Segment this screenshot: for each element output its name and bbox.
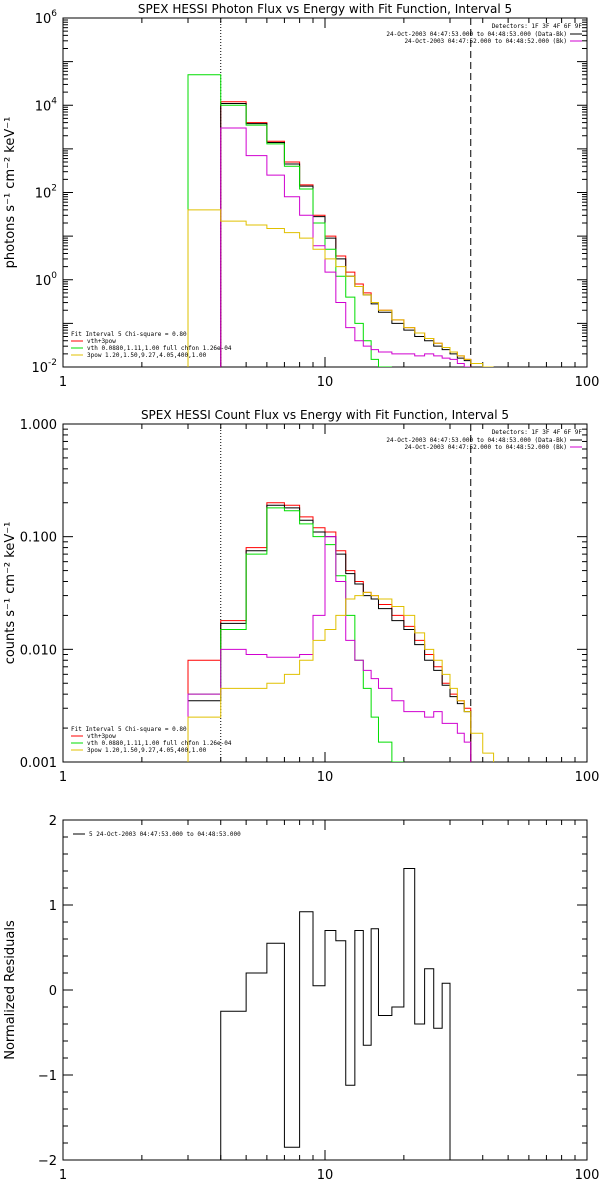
series-5-line — [187, 591, 495, 762]
series-group — [187, 74, 494, 367]
y-axis: 0.001 0.010 0.100 1.000 — [20, 418, 587, 771]
series-3-line — [187, 74, 392, 367]
series-5-line — [187, 209, 494, 367]
left-legend-text: vth+3pow — [87, 733, 116, 740]
left-legend-header: Fit Interval 5 Chi-square = 0.80 — [71, 726, 187, 733]
x-axis: 1 10 100 — [59, 424, 600, 785]
chart-panel-3: 1 10 100 −2 −1 0 1 2 Normalized Residuals 5 24-Oc… — [3, 814, 599, 1183]
y-tick-base: 10 — [35, 12, 52, 27]
y-tick-exponent: 4 — [51, 96, 57, 106]
detectors-label: Detectors: 1F 3F 4F 6F 9F — [492, 429, 583, 436]
x-tick-label: 1 — [59, 770, 67, 785]
left-legend-text: vth 0.0880,1.11,1.00 full chfon 1.26e-04 — [87, 345, 232, 352]
series-group — [220, 867, 451, 1160]
left-legend-text: 3pow 1.20,1.50,9.27,4.05,400,1.00 — [87, 747, 207, 754]
series-group — [187, 502, 495, 762]
chart-panel-2: SPEX HESSI Count Flux vs Energy with Fit… — [3, 408, 599, 785]
right-legend-text: 24-Oct-2003 04:47:52.000 to 04:48:52.000… — [404, 38, 567, 45]
x-axis: 1 10 100 — [59, 820, 600, 1183]
y-axis: −2 −1 0 1 2 — [38, 814, 587, 1169]
y-tick-exponent: 6 — [51, 9, 57, 19]
left-legend-text: 5 24-Oct-2003 04:47:53.000 to 04:48:53.0… — [89, 831, 241, 838]
y-tick-label: 10-2 — [31, 358, 57, 376]
y-tick-base: 10 — [35, 274, 52, 289]
x-tick-label: 1 — [59, 1168, 67, 1183]
left-legend-text: vth 0.0880,1.11,1.00 full chfon 1.26e-04 — [87, 740, 232, 747]
left-legend-text: vth+3pow — [87, 338, 116, 345]
y-tick-label: 106 — [35, 9, 58, 27]
series-4-line — [187, 536, 472, 762]
y-tick-label: 0.001 — [20, 756, 57, 771]
x-tick-label: 10 — [317, 375, 334, 390]
chart-panel-1: SPEX HESSI Photon Flux vs Energy with Fi… — [3, 2, 599, 390]
y-tick-label: 2 — [49, 814, 57, 829]
y-tick-base: 10 — [35, 187, 52, 202]
series-1-line — [187, 502, 472, 762]
y-tick-base: 10 — [35, 99, 52, 114]
y-axis-label: counts s⁻¹ cm⁻² keV⁻¹ — [3, 522, 18, 665]
y-tick-label: 0.010 — [20, 643, 57, 658]
plot-frame — [62, 819, 588, 1161]
series-1-line — [220, 867, 451, 1160]
y-tick-label: 0.100 — [20, 531, 57, 546]
y-tick-label: 1 — [49, 899, 57, 914]
right-legend-text: 24-Oct-2003 04:47:52.000 to 04:48:52.000… — [404, 444, 567, 451]
left-legend-header: Fit Interval 5 Chi-square = 0.80 — [71, 331, 187, 338]
right-legend-text: 24-Oct-2003 04:47:53.000 to 04:48:53.000… — [386, 437, 567, 444]
y-axis-label: Normalized Residuals — [3, 920, 18, 1060]
chart-title: SPEX HESSI Count Flux vs Energy with Fit… — [141, 408, 509, 422]
detectors-label: Detectors: 1F 3F 4F 6F 9F — [492, 23, 583, 30]
x-tick-label: 100 — [575, 770, 600, 785]
y-tick-exponent: 0 — [51, 271, 57, 281]
x-tick-label: 10 — [317, 770, 334, 785]
y-tick-base: 10 — [31, 361, 48, 376]
y-tick-exponent: -2 — [48, 358, 57, 368]
x-tick-label: 1 — [59, 375, 67, 390]
y-axis-label: photons s⁻¹ cm⁻² keV⁻¹ — [3, 117, 18, 269]
y-tick-label: −2 — [38, 1154, 57, 1169]
chart-title: SPEX HESSI Photon Flux vs Energy with Fi… — [138, 2, 512, 16]
x-tick-label: 10 — [317, 1168, 334, 1183]
y-tick-label: 0 — [49, 984, 57, 999]
series-4-line — [220, 127, 471, 367]
series-3-line — [187, 507, 404, 762]
y-tick-exponent: 2 — [51, 184, 57, 194]
series-2-line — [187, 504, 472, 762]
x-tick-label: 100 — [575, 375, 600, 390]
x-axis: 1 10 100 — [59, 18, 600, 390]
right-legend-text: 24-Oct-2003 04:47:53.000 to 04:48:53.000… — [386, 31, 567, 38]
y-tick-label: −1 — [38, 1069, 57, 1084]
plot-frame — [62, 17, 588, 368]
x-tick-label: 100 — [575, 1168, 600, 1183]
y-tick-label: 102 — [35, 184, 57, 202]
y-tick-label: 1.000 — [20, 418, 57, 433]
y-tick-label: 100 — [35, 271, 58, 289]
left-legend-text: 3pow 1.20,1.50,9.27,4.05,400,1.00 — [87, 352, 207, 359]
y-tick-label: 104 — [35, 96, 58, 114]
